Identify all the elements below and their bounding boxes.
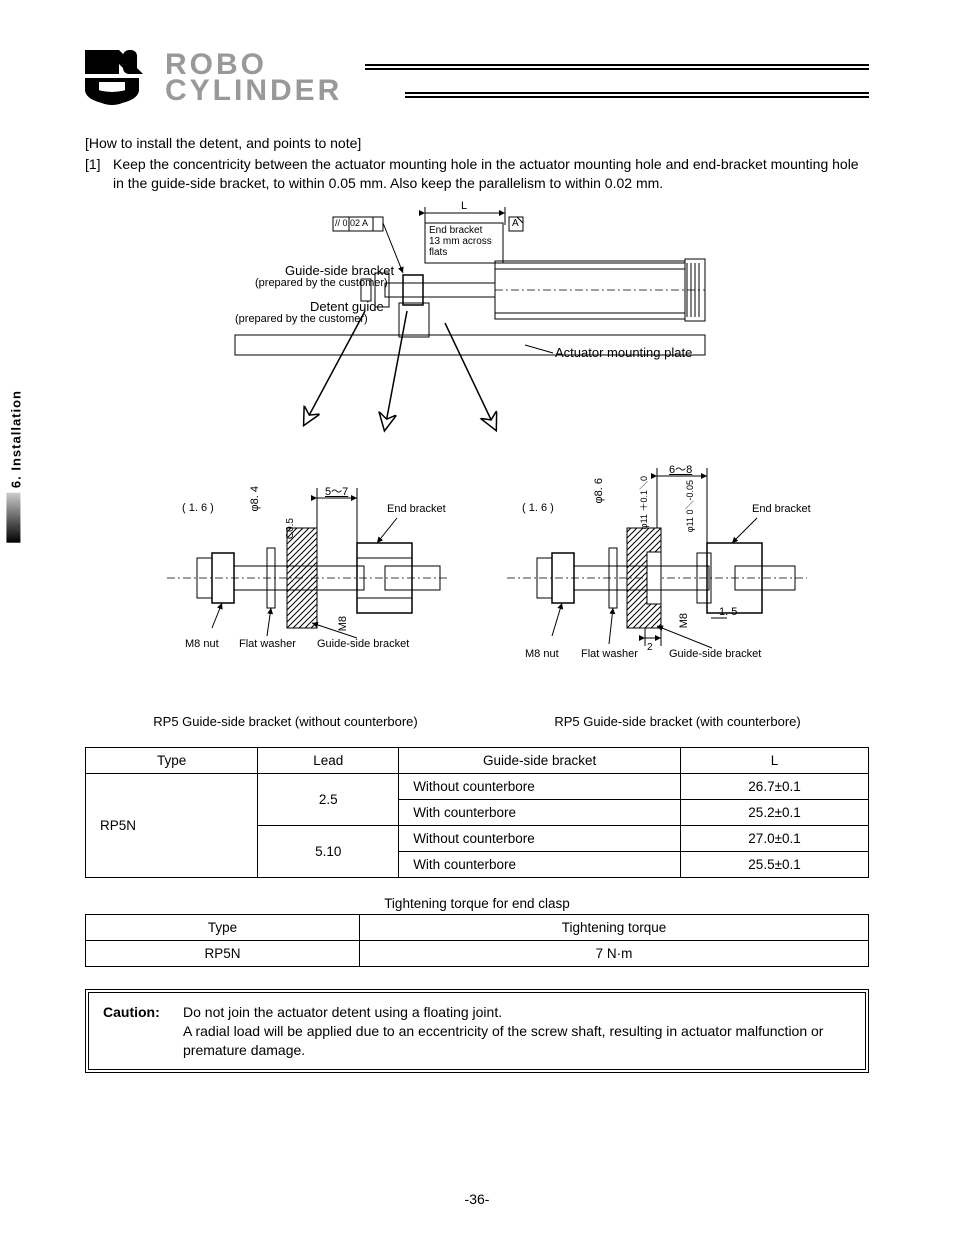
m8nut-left: M8 nut bbox=[185, 638, 219, 650]
page-number: -36- bbox=[0, 1191, 954, 1207]
cell-bracket-2: Without counterbore bbox=[399, 825, 681, 851]
col-ttype: Type bbox=[86, 914, 360, 940]
datum-a: A bbox=[512, 218, 519, 229]
torque-table-title: Tightening torque for end clasp bbox=[85, 896, 869, 911]
col-bracket: Guide-side bracket bbox=[399, 747, 681, 773]
surf-left: ( 1. 6 ) bbox=[182, 502, 214, 514]
detail-diagrams: ( 1. 6 ) φ8. 4 5～7 C0.5 End bracket M8 M… bbox=[85, 458, 869, 708]
washer-right: Flat washer bbox=[581, 648, 638, 660]
end-bracket-right: End bracket bbox=[752, 503, 811, 515]
dim-L: L bbox=[461, 200, 467, 212]
intro-item: [1] Keep the concentricity between the a… bbox=[85, 155, 869, 193]
washer-left: Flat washer bbox=[239, 638, 296, 650]
gap-left: 5～7 bbox=[325, 483, 348, 499]
m8nut-right: M8 nut bbox=[525, 648, 559, 660]
table-header-row: Type Tightening torque bbox=[86, 914, 869, 940]
col-type: Type bbox=[86, 747, 258, 773]
gap-right: 6～8 bbox=[669, 461, 692, 477]
intro-item-num: [1] bbox=[85, 155, 113, 193]
detent-guide-sub: (prepared by the customer) bbox=[235, 313, 368, 325]
end-bracket-l2: 13 mm across bbox=[429, 236, 492, 247]
header-rule-top bbox=[365, 64, 869, 72]
intro-item-text: Keep the concentricity between the actua… bbox=[113, 155, 869, 193]
caption-right: RP5 Guide-side bracket (with counterbore… bbox=[554, 714, 800, 729]
cell-L-0: 26.7±0.1 bbox=[681, 773, 869, 799]
col-lead: Lead bbox=[258, 747, 399, 773]
cell-bracket-3: With counterbore bbox=[399, 851, 681, 877]
assembly-diagram: // 0.02 A A L End bracket 13 mm across f… bbox=[85, 203, 869, 448]
cell-L-3: 25.5±0.1 bbox=[681, 851, 869, 877]
col-L: L bbox=[681, 747, 869, 773]
gsb-left: Guide-side bracket bbox=[317, 638, 409, 650]
cell-lead-0: 2.5 bbox=[258, 773, 399, 825]
dimension-table: Type Lead Guide-side bracket L RP5N 2.5 … bbox=[85, 747, 869, 878]
phi-left: φ8. 4 bbox=[249, 486, 261, 511]
rc-logo-icon bbox=[85, 50, 160, 105]
end-bracket-note: End bracket 13 mm across flats bbox=[429, 225, 492, 258]
cell-ttorque: 7 N·m bbox=[360, 940, 869, 966]
cell-bracket-0: Without counterbore bbox=[399, 773, 681, 799]
detail-captions: RP5 Guide-side bracket (without counterb… bbox=[85, 714, 869, 729]
end-bracket-left: End bracket bbox=[387, 503, 446, 515]
section-tab-label: 6. Installation bbox=[8, 390, 23, 488]
logo-text: ROBO CYLINDER bbox=[165, 52, 342, 104]
m8-left: M8 bbox=[337, 616, 349, 631]
actuator-plate-label: Actuator mounting plate bbox=[555, 345, 692, 360]
cell-lead-1: 5.10 bbox=[258, 825, 399, 877]
caution-label: Caution: bbox=[103, 1004, 160, 1020]
table-header-row: Type Lead Guide-side bracket L bbox=[86, 747, 869, 773]
header-rule-bot bbox=[405, 92, 869, 100]
page-header: ROBO CYLINDER bbox=[85, 50, 869, 110]
cell-type: RP5N bbox=[86, 773, 258, 877]
section-tab: 6. Installation bbox=[6, 390, 23, 549]
detail-right: ( 1. 6 ) φ8. 6 φ11 ＋0.1／0 φ11 0／-0.05 6～… bbox=[497, 458, 797, 708]
caption-left: RP5 Guide-side bracket (without counterb… bbox=[153, 714, 417, 729]
detent-guide-label: Detent guide bbox=[310, 299, 384, 314]
gsb-right: Guide-side bracket bbox=[669, 648, 761, 660]
end-bracket-l1: End bracket bbox=[429, 225, 482, 236]
c05-left: C0.5 bbox=[285, 518, 296, 539]
phi11a: φ11 ＋0.1／0 bbox=[637, 476, 650, 529]
tolerance-frame: // 0.02 A bbox=[335, 218, 368, 228]
phi-right: φ8. 6 bbox=[593, 478, 605, 503]
guide-side-bracket-sub: (prepared by the customer) bbox=[255, 277, 388, 289]
table-row: RP5N 2.5 Without counterbore 26.7±0.1 bbox=[86, 773, 869, 799]
surf-right: ( 1. 6 ) bbox=[522, 502, 554, 514]
end-bracket-l3: flats bbox=[429, 247, 447, 258]
d15: 1. 5 bbox=[719, 606, 737, 618]
phi11b: φ11 0／-0.05 bbox=[683, 480, 696, 532]
cell-L-2: 27.0±0.1 bbox=[681, 825, 869, 851]
torque-table: Type Tightening torque RP5N 7 N·m bbox=[85, 914, 869, 967]
col-ttorque: Tightening torque bbox=[360, 914, 869, 940]
caution-text: Do not join the actuator detent using a … bbox=[183, 1003, 851, 1060]
intro-title: [How to install the detent, and points t… bbox=[85, 135, 869, 151]
guide-side-bracket-label: Guide-side bracket bbox=[285, 263, 394, 278]
cell-L-1: 25.2±0.1 bbox=[681, 799, 869, 825]
m8-right: M8 bbox=[678, 613, 690, 628]
cell-bracket-1: With counterbore bbox=[399, 799, 681, 825]
logo-line2: CYLINDER bbox=[165, 78, 342, 104]
dim2: 2 bbox=[647, 642, 653, 653]
table-row: RP5N 7 N·m bbox=[86, 940, 869, 966]
cell-ttype: RP5N bbox=[86, 940, 360, 966]
caution-box: Caution: Do not join the actuator detent… bbox=[85, 989, 869, 1074]
detail-left: ( 1. 6 ) φ8. 4 5～7 C0.5 End bracket M8 M… bbox=[157, 458, 457, 708]
